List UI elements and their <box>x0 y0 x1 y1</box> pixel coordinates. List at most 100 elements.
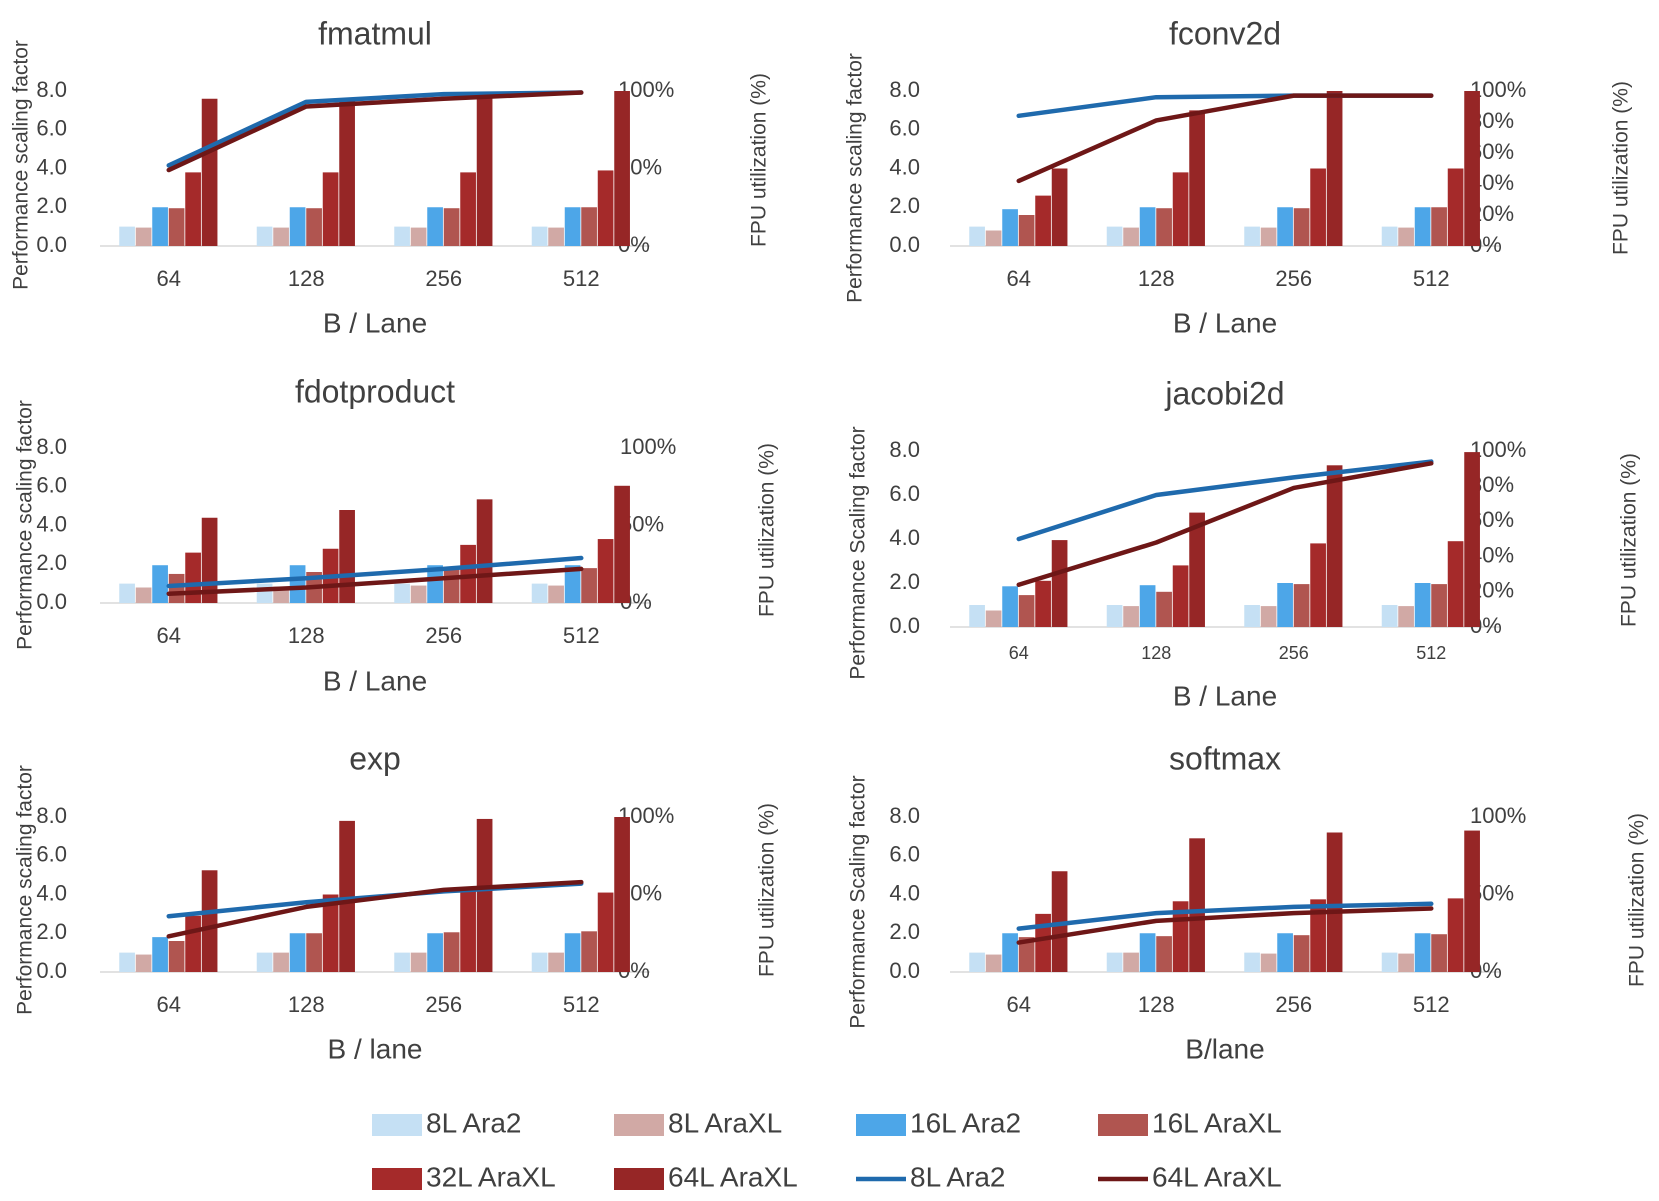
line-8l-ara2 <box>166 555 584 589</box>
bar-8l-ara2 <box>256 952 273 972</box>
y-tick-label: 6.0 <box>36 842 67 867</box>
x-axis-label: B / Lane <box>323 665 427 696</box>
bar-8l-araxl <box>1398 227 1414 246</box>
chart-panel-fmatmul: fmatmul0.02.04.06.08.00%50%100%Performan… <box>10 15 771 338</box>
y-axis-label: Performance scaling factor <box>14 400 37 650</box>
bar-8l-ara2 <box>1381 952 1398 972</box>
bar-16l-araxl <box>581 207 597 246</box>
legend-label: 64L AraXL <box>668 1161 798 1192</box>
bar-8l-araxl <box>548 952 564 972</box>
bar-16l-ara2 <box>152 937 168 972</box>
legend-swatch <box>856 1114 906 1136</box>
line-8l-ara2 <box>166 90 584 168</box>
x-tick-label: 512 <box>1413 266 1450 291</box>
legend-swatch <box>372 1114 422 1136</box>
bar-64l-araxl <box>1326 832 1343 972</box>
bar-32l-araxl <box>1310 168 1326 246</box>
bar-32l-araxl <box>185 552 201 603</box>
bar-32l-araxl <box>1447 898 1464 972</box>
x-tick-label: 256 <box>425 266 462 291</box>
bar-32l-araxl <box>597 170 614 246</box>
y-tick-label: 0.0 <box>36 589 67 614</box>
bar-8l-araxl <box>273 227 289 246</box>
chart-panel-jacobi2d: jacobi2d0.02.04.06.08.00%20%40%60%80%100… <box>847 375 1641 711</box>
bar-8l-ara2 <box>394 583 410 603</box>
bar-16l-araxl <box>1431 207 1447 246</box>
x-tick-label: 512 <box>563 266 600 291</box>
legend-item: 64L AraXL <box>1098 1161 1282 1192</box>
y-tick-label: 6.0 <box>36 473 67 498</box>
bar-8l-araxl <box>410 952 427 972</box>
bar-8l-araxl <box>985 610 1002 627</box>
bar-16l-ara2 <box>1002 586 1018 627</box>
y-tick-label: 2.0 <box>889 569 920 594</box>
x-tick-label: 512 <box>1413 992 1450 1017</box>
y-tick-label: 8.0 <box>889 803 920 828</box>
x-tick-label: 64 <box>1007 992 1031 1017</box>
bar-8l-ara2 <box>119 226 135 246</box>
bar-8l-araxl <box>985 230 1002 246</box>
x-axis-label: B / Lane <box>323 307 427 338</box>
bar-32l-araxl <box>1172 172 1189 246</box>
bar-16l-ara2 <box>1139 207 1156 246</box>
y2-tick-label: 100% <box>620 434 676 459</box>
bar-64l-araxl <box>1464 91 1480 246</box>
legend-label: 16L AraXL <box>1152 1107 1282 1138</box>
y-axis-label: Performance scaling factor <box>14 765 37 1015</box>
chart-title: softmax <box>1169 740 1281 776</box>
y-axis-label: Performance Scaling factor <box>847 426 870 679</box>
bar-64l-araxl <box>614 485 630 603</box>
x-tick-label: 128 <box>1138 266 1175 291</box>
bar-8l-araxl <box>1123 227 1139 246</box>
x-tick-label: 128 <box>288 266 325 291</box>
bar-64l-araxl <box>339 98 355 246</box>
chart-title: fconv2d <box>1169 15 1281 51</box>
bar-8l-ara2 <box>969 605 985 627</box>
bar-8l-araxl <box>135 587 152 603</box>
x-tick-label: 64 <box>157 992 181 1017</box>
chart-panel-fdotproduct: fdotproduct0.02.04.06.08.00%50%100%Perfo… <box>14 373 779 696</box>
bar-8l-ara2 <box>1244 952 1260 972</box>
bar-32l-araxl <box>1447 168 1464 246</box>
bar-16l-araxl <box>1293 935 1310 972</box>
bar-8l-ara2 <box>969 952 985 972</box>
y-tick-label: 8.0 <box>889 437 920 462</box>
y2-axis-label: FPU utilization (%) <box>756 803 779 977</box>
bar-64l-araxl <box>339 510 355 603</box>
chart-title: exp <box>349 740 401 776</box>
y-axis-label: Performance scaling factor <box>10 40 33 290</box>
x-tick-label: 64 <box>157 623 181 648</box>
legend-swatch <box>614 1168 664 1190</box>
bar-32l-araxl <box>1172 565 1189 627</box>
bar-8l-ara2 <box>119 583 135 603</box>
y-tick-label: 4.0 <box>889 525 920 550</box>
bar-64l-araxl <box>614 91 630 246</box>
line-8l-ara2 <box>1016 901 1434 931</box>
bar-64l-araxl <box>1051 540 1068 627</box>
bar-16l-ara2 <box>1414 933 1431 972</box>
bar-32l-araxl <box>322 172 339 246</box>
bar-32l-araxl <box>1310 899 1326 972</box>
chart-panel-softmax: softmax0.02.04.06.08.00%50%100%Performan… <box>847 740 1649 1064</box>
bar-16l-ara2 <box>1002 209 1018 246</box>
bar-8l-ara2 <box>256 226 273 246</box>
y-tick-label: 2.0 <box>36 919 67 944</box>
y2-axis-label: FPU utilization (%) <box>748 73 771 247</box>
bar-8l-araxl <box>1398 953 1414 972</box>
y-tick-label: 0.0 <box>889 958 920 983</box>
y-tick-label: 0.0 <box>36 232 67 257</box>
bar-8l-araxl <box>548 585 564 603</box>
bar-64l-araxl <box>1051 168 1068 246</box>
y-tick-label: 6.0 <box>36 116 67 141</box>
legend-item: 32L AraXL <box>372 1161 556 1192</box>
bar-32l-araxl <box>597 539 614 603</box>
x-tick-label: 256 <box>1275 992 1312 1017</box>
y-tick-label: 2.0 <box>889 919 920 944</box>
bar-8l-araxl <box>135 954 152 972</box>
bar-16l-ara2 <box>1277 207 1293 246</box>
legend-item: 16L Ara2 <box>856 1107 1021 1138</box>
line-64l-araxl <box>166 90 584 173</box>
y-tick-label: 2.0 <box>889 193 920 218</box>
